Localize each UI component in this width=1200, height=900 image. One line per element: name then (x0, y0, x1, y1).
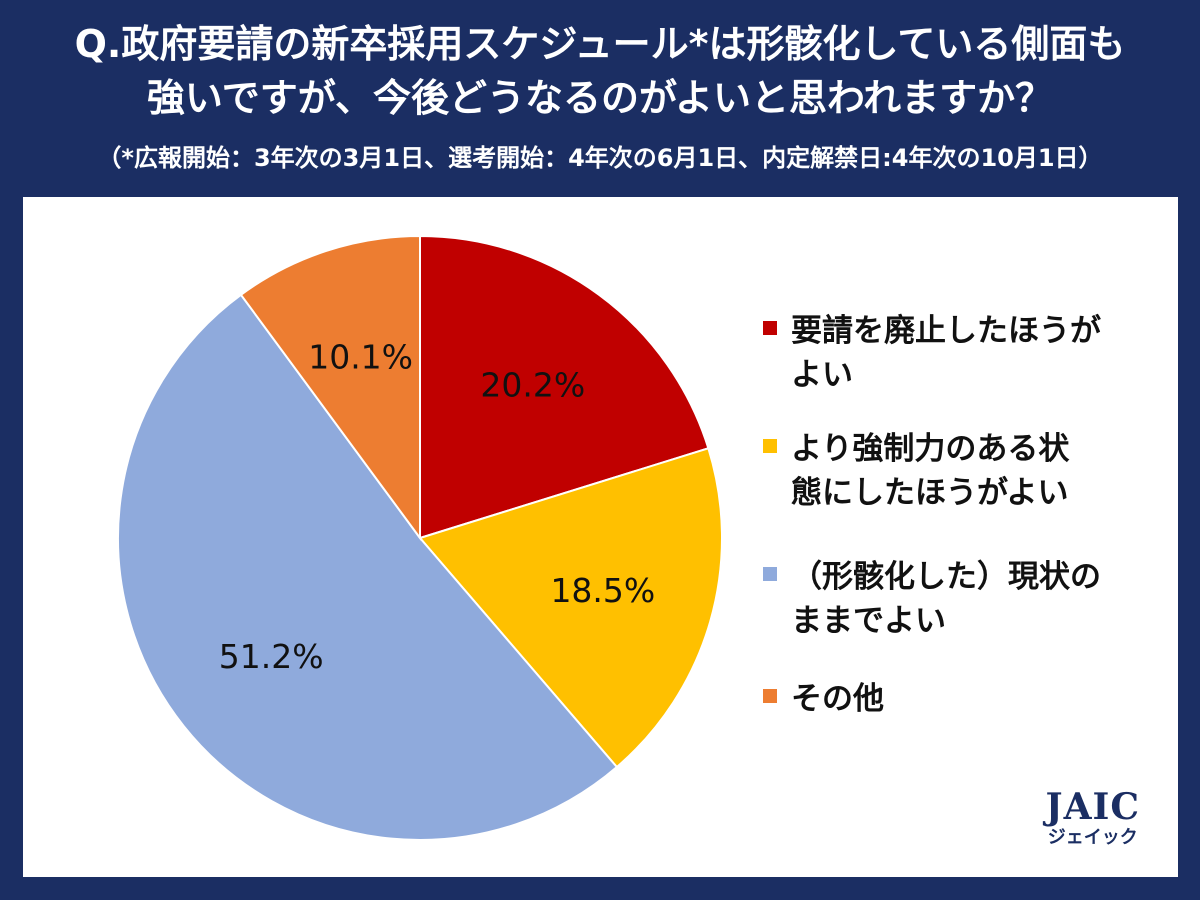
chart-subtitle-note: （*広報開始：3年次の3月1日、選考開始：4年次の6月1日、内定解禁日:4年次の… (97, 144, 1103, 172)
legend-item-1: 要請を廃止したほうが よい (763, 309, 1121, 397)
legend-label-1-line-2: よい (791, 357, 853, 393)
legend-swatch-3 (763, 567, 777, 581)
chart-panel: 20.2% 18.5% 51.2% 10.1% 要請を廃止したほうが よい より強制力のあ… (23, 197, 1178, 877)
pie-slice-3 (117, 293, 619, 841)
pie-slice-4 (239, 234, 421, 542)
legend-label-3-line-1: （形骸化した）現状の (791, 559, 1101, 595)
pie-data-label-1: 20.2% (480, 365, 585, 404)
legend-swatch-4 (763, 689, 777, 703)
legend-swatch-2 (763, 439, 777, 453)
legend-label-4: その他 (791, 677, 1121, 721)
logo-mark: JAIC (1045, 786, 1140, 828)
chart-title-line-2: 強いですが、今後どうなるのがよいと思われますか？ (146, 76, 1054, 120)
pie-slice-1 (419, 234, 710, 540)
legend-label-3-line-2: ままでよい (791, 603, 946, 639)
legend-item-3: （形骸化した）現状の ままでよい (763, 555, 1121, 643)
pie-chart: 20.2% 18.5% 51.2% 10.1% (117, 234, 723, 841)
legend-label-3: （形骸化した）現状の ままでよい (791, 555, 1121, 643)
legend-label-1-line-1: 要請を廃止したほうが (791, 313, 1101, 349)
pie-data-label-3: 51.2% (219, 637, 324, 676)
jaic-logo: JAIC ジェイック (1046, 787, 1140, 849)
chart-title-line-1: Q.政府要請の新卒採用スケジュール*は形骸化している側面も (74, 22, 1126, 66)
legend-label-1: 要請を廃止したほうが よい (791, 309, 1121, 397)
legend-item-4: その他 (763, 677, 1121, 721)
pie-data-label-2: 18.5% (550, 571, 655, 610)
legend-label-2-line-2: 態にしたほうがよい (791, 475, 1069, 511)
pie-slice-2 (418, 447, 723, 769)
legend-swatch-1 (763, 321, 777, 335)
legend-label-2: より強制力のある状 態にしたほうがよい (791, 427, 1121, 515)
legend-label-2-line-1: より強制力のある状 (791, 431, 1070, 467)
legend-item-2: より強制力のある状 態にしたほうがよい (763, 427, 1121, 515)
pie-data-label-4: 10.1% (308, 338, 413, 377)
logo-subtext: ジェイック (1047, 827, 1138, 848)
legend-label-4-line-1: その他 (791, 681, 884, 717)
